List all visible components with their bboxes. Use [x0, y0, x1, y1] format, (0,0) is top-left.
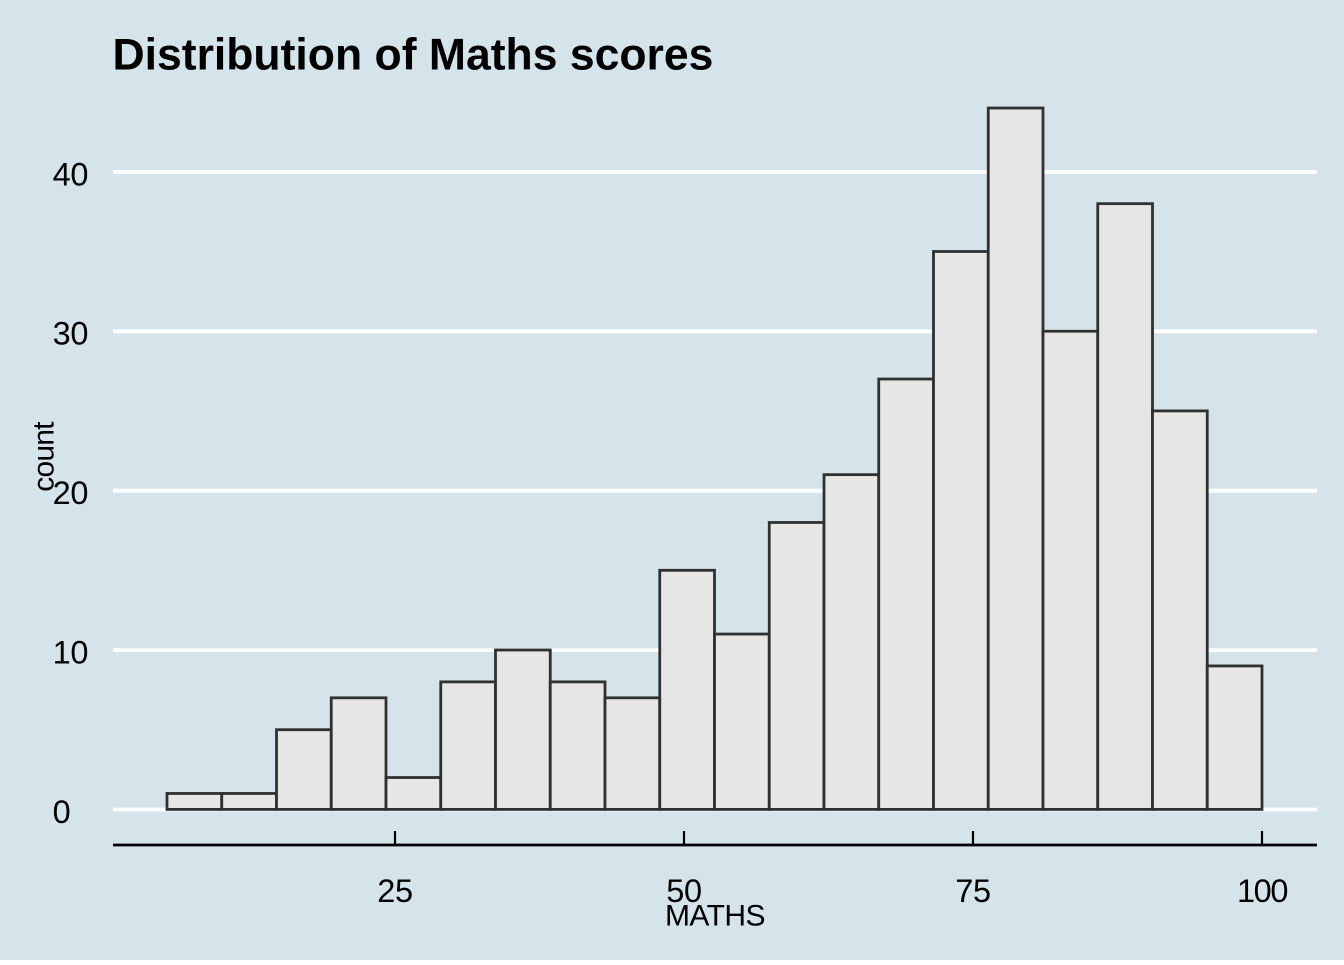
svg-text:50: 50: [666, 873, 702, 909]
svg-text:40: 40: [53, 156, 89, 192]
svg-text:30: 30: [53, 316, 89, 352]
svg-text:count: count: [27, 421, 60, 492]
svg-text:75: 75: [955, 873, 991, 909]
svg-text:0: 0: [53, 794, 71, 830]
svg-text:Distribution of Maths scores: Distribution of Maths scores: [113, 31, 714, 80]
svg-text:20: 20: [53, 475, 89, 511]
svg-text:MATHS: MATHS: [665, 899, 765, 932]
svg-text:25: 25: [377, 873, 413, 909]
svg-text:100: 100: [1237, 873, 1287, 909]
svg-text:10: 10: [53, 635, 89, 671]
